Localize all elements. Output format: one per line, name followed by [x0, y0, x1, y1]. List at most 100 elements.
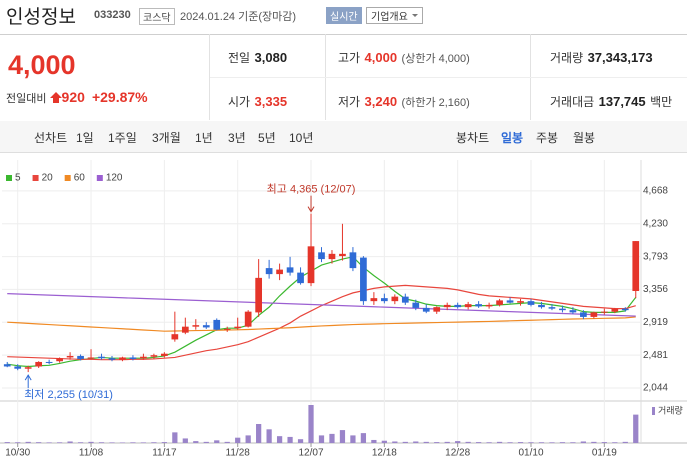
- candle-body: [443, 304, 451, 308]
- candle-body: [360, 257, 367, 302]
- volume-bar: [455, 441, 461, 443]
- volume-bar: [444, 441, 450, 443]
- volume-bar: [517, 442, 524, 443]
- volume-bar: [140, 442, 147, 443]
- volume-bar: [235, 437, 241, 443]
- moving-average-line: [7, 293, 636, 317]
- volume-bar: [329, 433, 335, 443]
- candle-body: [422, 307, 430, 312]
- candle-body: [265, 268, 273, 275]
- volume-bar: [77, 442, 84, 443]
- candle-body: [349, 252, 357, 269]
- change-label: 전일대비: [6, 93, 47, 105]
- volume-bar: [109, 442, 115, 443]
- period-tab[interactable]: 5년: [258, 131, 276, 145]
- base-date: 2024.01.24 기준(장마감): [180, 11, 297, 23]
- volume-bar: [381, 440, 387, 443]
- volume-bar: [224, 441, 230, 443]
- volume-bar: [570, 442, 576, 443]
- volume-bar: [15, 442, 21, 443]
- period-tab[interactable]: 3개월: [152, 131, 181, 145]
- volume-bar: [601, 442, 607, 443]
- current-price: 4,000: [8, 50, 76, 80]
- candle-body: [632, 241, 640, 292]
- annotation-arrowhead: [24, 374, 32, 381]
- volume-bar: [371, 439, 377, 443]
- stat-value: 3,080: [254, 50, 288, 65]
- candle-body: [181, 326, 189, 333]
- volume-bar: [172, 432, 178, 443]
- y-tick-label: 3,793: [643, 251, 668, 262]
- candle-tab[interactable]: 주봉: [536, 131, 559, 145]
- volume-bar: [193, 441, 199, 443]
- period-tab[interactable]: 1주일: [108, 131, 137, 145]
- x-tick-label: 12/07: [299, 448, 324, 459]
- volume-bar: [46, 442, 52, 443]
- candle-body: [276, 269, 283, 275]
- x-tick-label: 01/19: [592, 448, 617, 459]
- candle-body: [475, 304, 482, 307]
- volume-bar: [161, 442, 167, 443]
- change-amount: 920: [61, 89, 85, 105]
- chart: 2,044 2,481 2,919 3,356 3,793 4,230 4,668 10/30…: [0, 160, 687, 459]
- candle-body: [454, 304, 462, 308]
- candle-body: [140, 356, 147, 359]
- stat-label: 저가: [338, 95, 361, 109]
- candle-body: [412, 302, 420, 308]
- period-tab[interactable]: 10년: [289, 131, 314, 145]
- volume-bar: [413, 441, 419, 443]
- volume-bar: [402, 441, 408, 443]
- overview-dropdown[interactable]: 기업개요: [366, 7, 423, 24]
- stat-note: (하한가 2,160): [401, 97, 470, 109]
- volume-bar: [465, 441, 471, 443]
- candle-body: [328, 253, 336, 260]
- volume-bar: [182, 438, 188, 443]
- candle-body: [307, 246, 315, 284]
- realtime-button[interactable]: 실시간: [326, 7, 362, 24]
- volume-bar: [423, 441, 429, 443]
- volume-bar: [476, 442, 482, 443]
- legend-label: 120: [106, 173, 123, 184]
- stat-label: 거래량: [550, 51, 584, 65]
- volume-bar: [36, 442, 42, 443]
- x-tick-label: 12/28: [445, 448, 470, 459]
- candle-body: [150, 355, 158, 357]
- candle-body: [35, 361, 43, 367]
- y-tick-label: 2,919: [643, 317, 668, 328]
- candle-body: [24, 367, 32, 369]
- period-tab[interactable]: 1일: [76, 131, 94, 145]
- volume-bar: [276, 436, 283, 443]
- volume-bar: [318, 435, 325, 443]
- stat: 저가 3,240 (하한가 2,160): [338, 93, 470, 111]
- period-tab[interactable]: 3년: [228, 131, 246, 145]
- candle-body: [527, 301, 535, 305]
- low-annotation: 최저 2,255 (10/31): [24, 388, 113, 401]
- candle-body: [202, 325, 210, 328]
- volume-bar: [214, 440, 220, 443]
- stat-label: 전일: [228, 51, 251, 65]
- volume-bar: [339, 430, 346, 443]
- high-annotation: 최고 4,365 (12/07): [267, 183, 356, 196]
- candle-tab[interactable]: 월봉: [573, 131, 596, 145]
- candle-body: [223, 328, 231, 330]
- candle-body: [370, 298, 378, 302]
- volume-bar: [203, 441, 209, 443]
- y-tick-label: 3,356: [643, 284, 668, 295]
- up-arrow: [49, 92, 62, 103]
- stat: 거래량 37,343,173: [550, 49, 653, 67]
- volume-bar: [297, 439, 304, 443]
- candle-body: [600, 311, 608, 313]
- candle-tab[interactable]: 일봉: [501, 131, 524, 145]
- volume-bar: [4, 442, 10, 443]
- stat-note: (상한가 4,000): [401, 53, 470, 65]
- stat-unit: 백만: [650, 95, 673, 109]
- volume-bar: [486, 442, 492, 443]
- volume-bar: [256, 424, 262, 443]
- stat-label: 거래대금: [550, 95, 595, 109]
- stat: 고가 4,000 (상한가 4,000): [338, 49, 470, 67]
- period-tab[interactable]: 1년: [195, 131, 213, 145]
- tab-label: 선차트: [34, 131, 68, 145]
- moving-average-line: [7, 256, 637, 368]
- stat: 거래대금 137,745 백만: [550, 93, 672, 111]
- candle-body: [286, 267, 294, 273]
